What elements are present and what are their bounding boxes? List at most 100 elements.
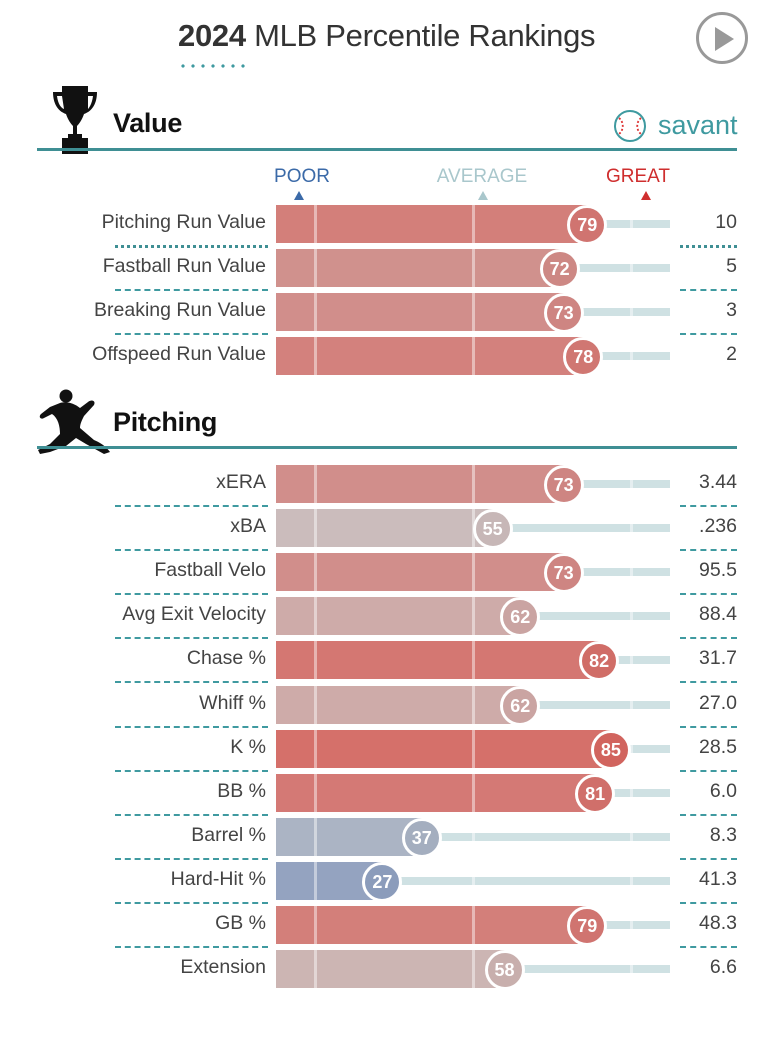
bar-remainder [382, 876, 670, 885]
percentile-bar [276, 205, 588, 243]
row-label: xBA [230, 515, 266, 538]
row-separator [115, 813, 268, 816]
section-rule-pitching [37, 446, 737, 449]
row-value: 3 [726, 299, 737, 322]
title-text: MLB Percentile Rankings [254, 18, 596, 53]
percentile-circle: 37 [401, 817, 442, 858]
bar-gridline [472, 597, 475, 636]
percentile-bar [276, 685, 521, 724]
bar-gridline [314, 205, 318, 243]
row-value: 2 [726, 343, 737, 366]
bar-gridline [314, 337, 318, 376]
bar-remainder [504, 965, 670, 974]
bar-gridline [314, 685, 318, 724]
bar-gridline [472, 465, 475, 503]
row-label: Breaking Run Value [94, 299, 266, 322]
row-value: 88.4 [699, 603, 737, 626]
bar-gridline [629, 249, 633, 288]
row-label: Fastball Run Value [102, 255, 266, 278]
bar-gridline [314, 906, 318, 944]
row-value: 95.5 [699, 559, 737, 582]
bar-gridline [629, 773, 633, 812]
baseball-icon [614, 110, 646, 142]
section-rule-value [37, 148, 737, 151]
section-title-value: Value [113, 108, 183, 138]
row-label: K % [230, 735, 266, 758]
row-label: Offspeed Run Value [92, 343, 266, 366]
bar-gridline [629, 729, 633, 768]
bar-gridline [472, 861, 475, 900]
row-value: 27.0 [699, 691, 737, 714]
row-separator [680, 813, 737, 816]
row-separator [680, 901, 737, 904]
bar-gridline [314, 509, 318, 548]
title-underline [178, 64, 248, 68]
bar-gridline [629, 685, 633, 724]
percentile-circle: 62 [500, 685, 541, 726]
row-label: Chase % [186, 647, 266, 670]
percentile-circle: 81 [575, 773, 616, 814]
brand-label: savant [658, 110, 738, 140]
percentile-circle: 78 [563, 337, 604, 378]
row-label: xERA [216, 471, 266, 493]
row-separator [680, 333, 737, 336]
scale-great-label: GREAT [605, 166, 671, 187]
row-label: BB % [217, 779, 266, 802]
percentile-bar [276, 553, 564, 592]
bar-gridline [472, 553, 475, 592]
percentile-bar [276, 906, 588, 944]
percentile-circle: 58 [484, 950, 525, 991]
bar-gridline [472, 293, 475, 332]
bar-gridline [314, 773, 318, 812]
row-separator [680, 593, 737, 596]
row-label: Hard-Hit % [170, 867, 266, 890]
row-value: 41.3 [699, 867, 737, 890]
percentile-circle: 73 [543, 465, 584, 505]
bar-gridline [629, 641, 633, 680]
bar-gridline [629, 465, 633, 503]
row-value: 48.3 [699, 912, 737, 934]
bar-gridline [629, 205, 633, 243]
bar-gridline [472, 641, 475, 680]
pitcher-silhouette-icon [38, 389, 110, 454]
row-value: .236 [699, 515, 737, 538]
percentile-bar [276, 597, 521, 636]
row-separator [115, 681, 268, 684]
bar-remainder [595, 788, 670, 797]
bar-gridline [472, 906, 475, 944]
bar-gridline [314, 249, 318, 288]
bar-remainder [559, 264, 670, 273]
title-year: 2024 [178, 18, 246, 53]
scale-poor-marker [294, 191, 304, 200]
bar-gridline [629, 950, 633, 989]
percentile-circle: 27 [362, 861, 403, 902]
percentile-bar [276, 509, 493, 548]
page-title: 2024 MLB Percentile Rankings [178, 18, 596, 54]
bar-gridline [629, 553, 633, 592]
percentile-circle: 79 [567, 205, 608, 245]
row-separator [115, 769, 268, 772]
row-separator [680, 549, 737, 552]
row-separator [115, 637, 268, 640]
row-value: 10 [715, 211, 737, 233]
play-button[interactable] [696, 12, 748, 64]
bar-gridline [314, 553, 318, 592]
bar-gridline [629, 597, 633, 636]
row-value: 8.3 [709, 823, 737, 846]
bar-gridline [472, 337, 475, 376]
row-value: 6.0 [709, 779, 737, 802]
bar-remainder [587, 220, 670, 228]
bar-remainder [520, 700, 670, 709]
bar-gridline [314, 641, 318, 680]
percentile-bar [276, 249, 560, 288]
bar-gridline [314, 817, 318, 856]
scale-average-marker [478, 191, 488, 200]
row-separator [680, 946, 737, 948]
row-value: 6.6 [709, 956, 737, 979]
bar-gridline [314, 729, 318, 768]
bar-gridline [314, 465, 318, 503]
row-separator [115, 901, 268, 904]
percentile-circle: 82 [579, 641, 620, 682]
row-label: GB % [215, 912, 266, 934]
row-label: Avg Exit Velocity [122, 603, 266, 626]
